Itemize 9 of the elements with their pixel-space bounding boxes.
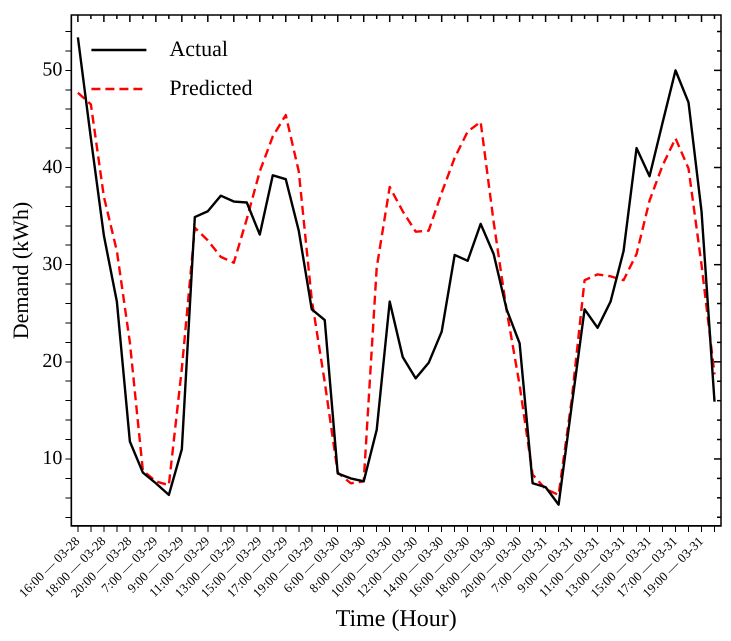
x-axis-title: Time (Hour) (336, 606, 457, 632)
y-tick-label: 30 (42, 252, 62, 275)
y-tick-label: 10 (42, 447, 62, 470)
legend-label: Actual (169, 36, 228, 61)
y-tick-label: 20 (42, 350, 62, 372)
y-tick-label: 40 (42, 156, 62, 178)
legend-label: Predicted (169, 74, 252, 100)
y-tick-label: 50 (42, 58, 62, 81)
y-axis-title: Demand (kWh) (8, 202, 33, 340)
